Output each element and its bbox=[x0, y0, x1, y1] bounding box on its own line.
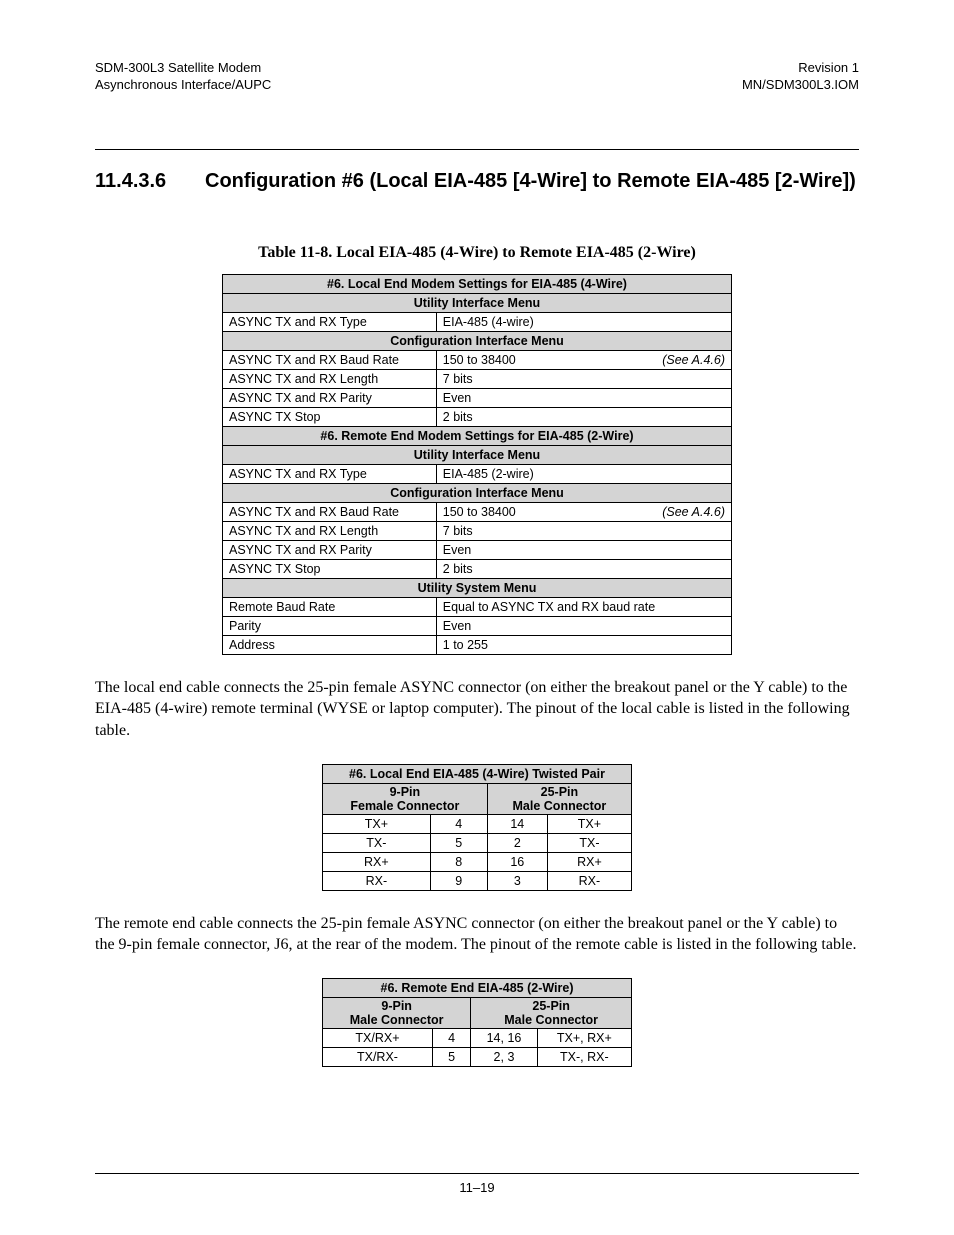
cell: RX- bbox=[547, 871, 631, 890]
settings-header: Utility Interface Menu bbox=[223, 445, 732, 464]
cell: 16 bbox=[487, 852, 547, 871]
pinout-header: 9-PinFemale Connector bbox=[323, 783, 488, 814]
cell: Even bbox=[436, 388, 731, 407]
page-number: 11–19 bbox=[459, 1180, 494, 1195]
cell: TX+, RX+ bbox=[537, 1028, 631, 1047]
cell: Address bbox=[223, 635, 437, 654]
pinout-header: 25-PinMale Connector bbox=[471, 997, 632, 1028]
settings-header: #6. Remote End Modem Settings for EIA-48… bbox=[223, 426, 732, 445]
settings-header: Configuration Interface Menu bbox=[223, 331, 732, 350]
cell: 2 bits bbox=[436, 559, 731, 578]
header-left-line2: Asynchronous Interface/AUPC bbox=[95, 77, 271, 92]
pinout-title: #6. Local End EIA-485 (4-Wire) Twisted P… bbox=[323, 764, 632, 783]
cell: TX-, RX- bbox=[537, 1047, 631, 1066]
header-right-line2: MN/SDM300L3.IOM bbox=[742, 77, 859, 92]
cell: Parity bbox=[223, 616, 437, 635]
cell: TX/RX+ bbox=[323, 1028, 433, 1047]
cell: ASYNC TX and RX Length bbox=[223, 521, 437, 540]
pinout-table-remote: #6. Remote End EIA-485 (2-Wire) 9-PinMal… bbox=[322, 978, 632, 1067]
page: SDM-300L3 Satellite Modem Asynchronous I… bbox=[0, 0, 954, 1235]
cell: ASYNC TX and RX Parity bbox=[223, 540, 437, 559]
cell-note: (See A.4.6) bbox=[662, 505, 725, 519]
cell: TX/RX- bbox=[323, 1047, 433, 1066]
pinout-title: #6. Remote End EIA-485 (2-Wire) bbox=[323, 978, 632, 997]
cell: 1 to 255 bbox=[436, 635, 731, 654]
section-number: 11.4.3.6 bbox=[95, 168, 205, 194]
cell: 2 bbox=[487, 833, 547, 852]
cell: ASYNC TX and RX Parity bbox=[223, 388, 437, 407]
hdr-text: Male Connector bbox=[513, 799, 607, 813]
cell: 7 bits bbox=[436, 521, 731, 540]
cell: TX+ bbox=[323, 814, 431, 833]
settings-header: Utility Interface Menu bbox=[223, 293, 732, 312]
table-caption: Table 11-8. Local EIA-485 (4-Wire) to Re… bbox=[95, 244, 859, 262]
cell: RX+ bbox=[547, 852, 631, 871]
hdr-text: Female Connector bbox=[350, 799, 459, 813]
cell: 14 bbox=[487, 814, 547, 833]
cell: ASYNC TX and RX Type bbox=[223, 312, 437, 331]
cell: ASYNC TX and RX Baud Rate bbox=[223, 350, 437, 369]
cell: ASYNC TX Stop bbox=[223, 559, 437, 578]
cell: Remote Baud Rate bbox=[223, 597, 437, 616]
cell: Equal to ASYNC TX and RX baud rate bbox=[436, 597, 731, 616]
cell: TX- bbox=[323, 833, 431, 852]
cell: TX+ bbox=[547, 814, 631, 833]
hdr-text: 25-Pin bbox=[532, 999, 570, 1013]
cell: 14, 16 bbox=[471, 1028, 537, 1047]
cell: EIA-485 (4-wire) bbox=[436, 312, 731, 331]
settings-table: #6. Local End Modem Settings for EIA-485… bbox=[222, 274, 732, 655]
settings-header: #6. Local End Modem Settings for EIA-485… bbox=[223, 274, 732, 293]
cell-text: 150 to 38400 bbox=[443, 505, 516, 519]
cell: RX+ bbox=[323, 852, 431, 871]
header-left: SDM-300L3 Satellite Modem Asynchronous I… bbox=[95, 60, 271, 94]
cell: 150 to 38400 (See A.4.6) bbox=[436, 350, 731, 369]
cell: 150 to 38400 (See A.4.6) bbox=[436, 502, 731, 521]
hdr-text: Male Connector bbox=[350, 1013, 444, 1027]
page-footer: 11–19 bbox=[95, 1173, 859, 1195]
cell: 4 bbox=[430, 814, 487, 833]
cell: RX- bbox=[323, 871, 431, 890]
cell: ASYNC TX Stop bbox=[223, 407, 437, 426]
cell: 3 bbox=[487, 871, 547, 890]
cell: 7 bits bbox=[436, 369, 731, 388]
pinout-header: 9-PinMale Connector bbox=[323, 997, 471, 1028]
header-right-line1: Revision 1 bbox=[798, 60, 859, 75]
cell: 5 bbox=[432, 1047, 470, 1066]
cell: 4 bbox=[432, 1028, 470, 1047]
header-rule bbox=[95, 149, 859, 150]
cell: 2 bits bbox=[436, 407, 731, 426]
cell: 9 bbox=[430, 871, 487, 890]
cell: Even bbox=[436, 616, 731, 635]
settings-header: Configuration Interface Menu bbox=[223, 483, 732, 502]
cell: ASYNC TX and RX Baud Rate bbox=[223, 502, 437, 521]
paragraph: The local end cable connects the 25-pin … bbox=[95, 677, 859, 742]
pinout-table-local: #6. Local End EIA-485 (4-Wire) Twisted P… bbox=[322, 764, 632, 891]
hdr-text: 25-Pin bbox=[541, 785, 579, 799]
header-right: Revision 1 MN/SDM300L3.IOM bbox=[742, 60, 859, 94]
paragraph: The remote end cable connects the 25-pin… bbox=[95, 913, 859, 956]
cell: TX- bbox=[547, 833, 631, 852]
cell: Even bbox=[436, 540, 731, 559]
cell: 8 bbox=[430, 852, 487, 871]
header-left-line1: SDM-300L3 Satellite Modem bbox=[95, 60, 261, 75]
pinout-header: 25-PinMale Connector bbox=[487, 783, 631, 814]
section-heading: 11.4.3.6 Configuration #6 (Local EIA-485… bbox=[95, 168, 859, 194]
page-header: SDM-300L3 Satellite Modem Asynchronous I… bbox=[95, 60, 859, 94]
section-title: Configuration #6 (Local EIA-485 [4-Wire]… bbox=[205, 168, 859, 194]
cell: EIA-485 (2-wire) bbox=[436, 464, 731, 483]
cell: ASYNC TX and RX Type bbox=[223, 464, 437, 483]
cell: ASYNC TX and RX Length bbox=[223, 369, 437, 388]
cell: 2, 3 bbox=[471, 1047, 537, 1066]
cell: 5 bbox=[430, 833, 487, 852]
hdr-text: 9-Pin bbox=[390, 785, 421, 799]
cell-text: 150 to 38400 bbox=[443, 353, 516, 367]
cell-note: (See A.4.6) bbox=[662, 353, 725, 367]
settings-header: Utility System Menu bbox=[223, 578, 732, 597]
hdr-text: Male Connector bbox=[504, 1013, 598, 1027]
hdr-text: 9-Pin bbox=[381, 999, 412, 1013]
